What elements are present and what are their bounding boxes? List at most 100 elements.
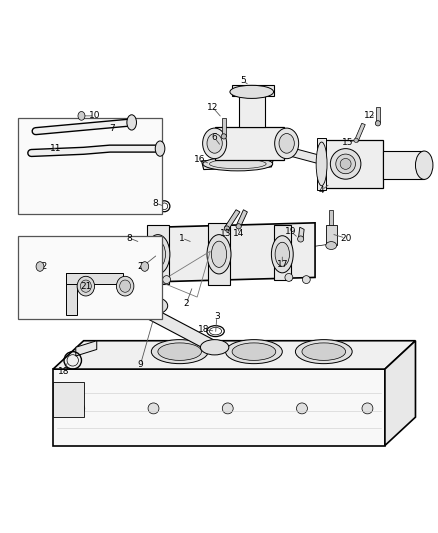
Polygon shape xyxy=(76,341,97,356)
Ellipse shape xyxy=(222,403,233,414)
Text: 5: 5 xyxy=(240,76,246,85)
Ellipse shape xyxy=(230,85,274,99)
Polygon shape xyxy=(326,225,337,245)
Ellipse shape xyxy=(295,340,352,364)
Text: 11: 11 xyxy=(49,144,61,153)
Ellipse shape xyxy=(207,235,231,274)
Text: 18: 18 xyxy=(198,325,209,334)
Text: 17: 17 xyxy=(276,260,288,269)
Ellipse shape xyxy=(221,134,226,139)
Ellipse shape xyxy=(326,241,337,249)
Ellipse shape xyxy=(146,235,170,274)
Ellipse shape xyxy=(224,226,230,231)
Polygon shape xyxy=(66,273,77,314)
Text: 21: 21 xyxy=(80,281,92,290)
Polygon shape xyxy=(215,127,285,159)
Polygon shape xyxy=(147,225,169,284)
Ellipse shape xyxy=(150,241,166,268)
Ellipse shape xyxy=(74,403,85,414)
Polygon shape xyxy=(287,147,319,164)
Ellipse shape xyxy=(127,115,137,130)
Ellipse shape xyxy=(207,134,222,153)
Text: 16: 16 xyxy=(194,155,205,164)
Polygon shape xyxy=(232,85,274,96)
Ellipse shape xyxy=(36,262,44,271)
Text: 6: 6 xyxy=(212,133,218,142)
Text: 22: 22 xyxy=(137,262,148,271)
Ellipse shape xyxy=(148,403,159,414)
Ellipse shape xyxy=(120,280,131,292)
Ellipse shape xyxy=(279,134,294,153)
Polygon shape xyxy=(208,223,230,285)
Ellipse shape xyxy=(285,273,293,281)
Polygon shape xyxy=(329,210,333,225)
Ellipse shape xyxy=(316,142,327,185)
Ellipse shape xyxy=(81,280,91,292)
Ellipse shape xyxy=(212,241,226,268)
Polygon shape xyxy=(385,341,416,446)
Text: 8: 8 xyxy=(153,199,159,208)
Ellipse shape xyxy=(203,157,273,171)
Ellipse shape xyxy=(297,403,307,414)
Text: 8: 8 xyxy=(127,233,132,243)
Polygon shape xyxy=(53,341,416,369)
Text: 10: 10 xyxy=(89,111,100,120)
Ellipse shape xyxy=(232,343,276,360)
Polygon shape xyxy=(66,273,123,284)
Ellipse shape xyxy=(117,276,134,296)
Ellipse shape xyxy=(141,262,149,271)
Text: 3: 3 xyxy=(214,312,220,321)
Ellipse shape xyxy=(340,158,351,169)
Text: 2: 2 xyxy=(184,299,189,308)
Polygon shape xyxy=(239,94,265,127)
Polygon shape xyxy=(158,223,315,282)
Polygon shape xyxy=(376,107,380,123)
Ellipse shape xyxy=(162,276,170,284)
Ellipse shape xyxy=(155,141,165,156)
Polygon shape xyxy=(237,210,247,227)
Bar xyxy=(18,118,162,214)
Text: 13: 13 xyxy=(220,229,231,238)
Polygon shape xyxy=(319,140,383,188)
Polygon shape xyxy=(225,210,240,229)
Ellipse shape xyxy=(151,340,208,364)
Ellipse shape xyxy=(272,236,293,273)
Text: 2: 2 xyxy=(140,262,145,271)
Ellipse shape xyxy=(336,154,356,174)
Ellipse shape xyxy=(77,276,95,296)
Ellipse shape xyxy=(201,340,229,355)
Ellipse shape xyxy=(297,236,304,242)
Polygon shape xyxy=(53,369,385,446)
Ellipse shape xyxy=(330,149,361,179)
Polygon shape xyxy=(354,123,365,142)
Ellipse shape xyxy=(302,343,346,360)
Ellipse shape xyxy=(375,120,381,126)
Polygon shape xyxy=(383,151,424,179)
Ellipse shape xyxy=(203,128,226,159)
Polygon shape xyxy=(123,306,228,348)
Ellipse shape xyxy=(226,340,283,364)
Polygon shape xyxy=(222,118,226,135)
Text: 9: 9 xyxy=(138,360,143,369)
Text: 4: 4 xyxy=(319,185,325,195)
Ellipse shape xyxy=(78,111,85,120)
Polygon shape xyxy=(298,227,304,240)
Text: 19: 19 xyxy=(285,227,297,236)
Polygon shape xyxy=(53,382,84,417)
Text: 14: 14 xyxy=(233,229,244,238)
Text: 22: 22 xyxy=(36,262,48,271)
Ellipse shape xyxy=(158,343,201,360)
Polygon shape xyxy=(201,158,274,169)
Text: 12: 12 xyxy=(364,111,375,120)
Ellipse shape xyxy=(416,151,433,180)
Text: 20: 20 xyxy=(340,233,351,243)
Ellipse shape xyxy=(354,138,358,142)
Bar xyxy=(18,236,162,319)
Ellipse shape xyxy=(275,128,299,159)
Text: 7: 7 xyxy=(109,125,115,133)
Polygon shape xyxy=(317,138,326,190)
Text: 15: 15 xyxy=(342,138,353,147)
Ellipse shape xyxy=(139,297,168,314)
Text: 1: 1 xyxy=(179,233,185,243)
Text: 18: 18 xyxy=(58,367,70,376)
